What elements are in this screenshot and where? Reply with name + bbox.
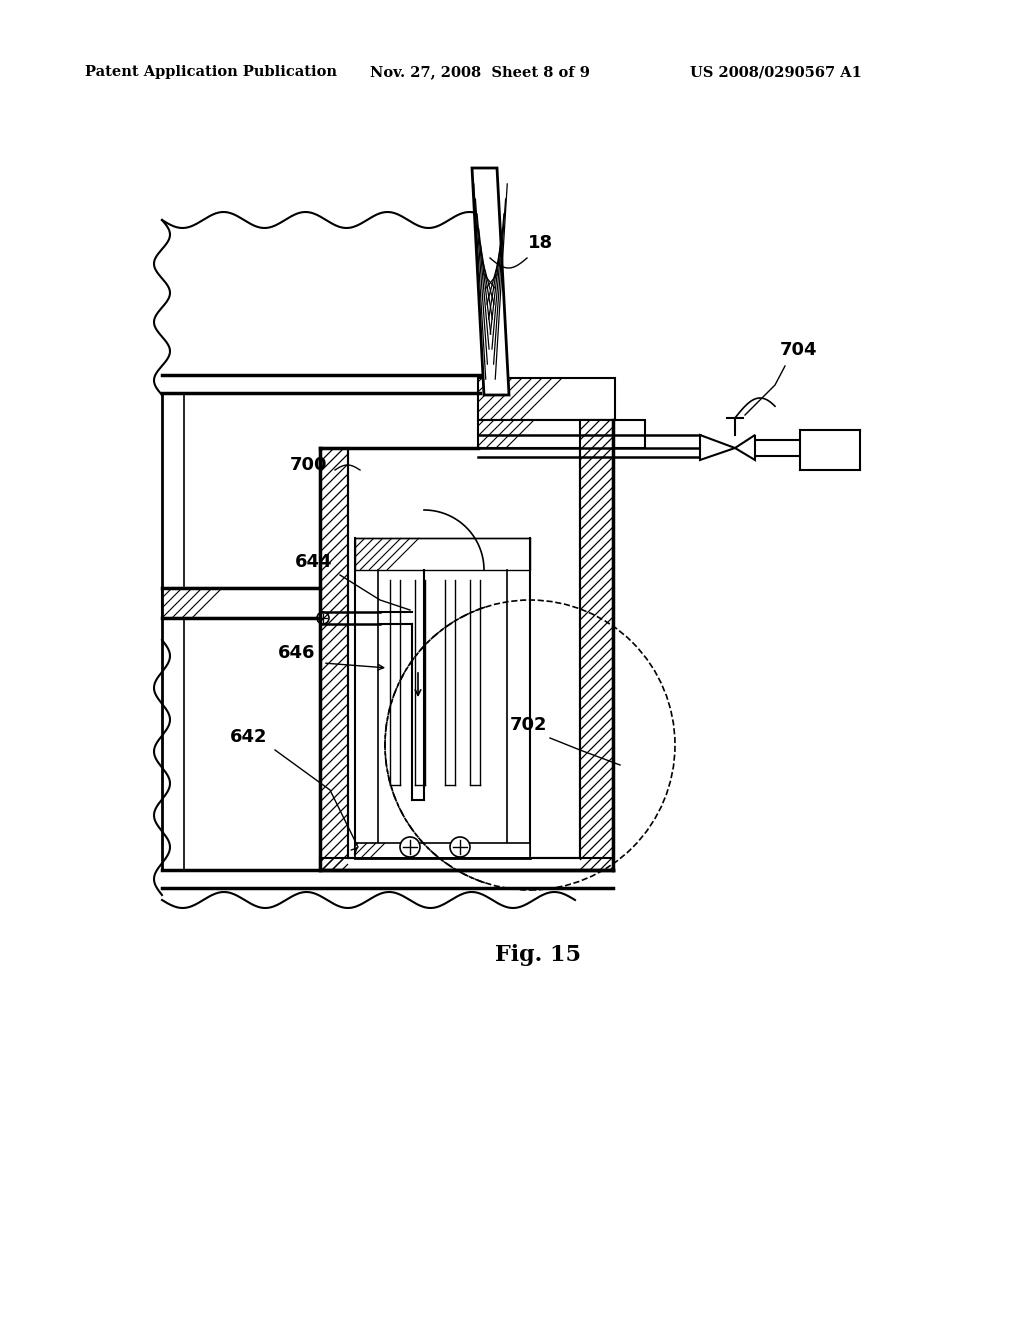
Text: 644: 644 (295, 553, 333, 572)
Polygon shape (478, 378, 615, 420)
Text: Patent Application Publication: Patent Application Publication (85, 65, 337, 79)
Text: 704: 704 (780, 341, 817, 359)
Polygon shape (355, 843, 530, 858)
Circle shape (400, 837, 420, 857)
Polygon shape (162, 587, 319, 618)
Text: 700: 700 (290, 455, 328, 474)
Polygon shape (319, 447, 348, 870)
Polygon shape (478, 420, 645, 447)
Circle shape (450, 837, 470, 857)
Text: 646: 646 (278, 644, 315, 663)
Text: 642: 642 (230, 729, 267, 746)
Polygon shape (355, 539, 530, 570)
Text: 18: 18 (528, 234, 553, 252)
Polygon shape (580, 420, 613, 870)
Polygon shape (472, 168, 509, 395)
Text: Nov. 27, 2008  Sheet 8 of 9: Nov. 27, 2008 Sheet 8 of 9 (370, 65, 590, 79)
Text: US 2008/0290567 A1: US 2008/0290567 A1 (690, 65, 862, 79)
Polygon shape (735, 436, 755, 459)
Polygon shape (319, 858, 613, 870)
Text: Fig. 15: Fig. 15 (495, 944, 581, 966)
Polygon shape (700, 436, 735, 459)
Text: 702: 702 (510, 715, 548, 734)
